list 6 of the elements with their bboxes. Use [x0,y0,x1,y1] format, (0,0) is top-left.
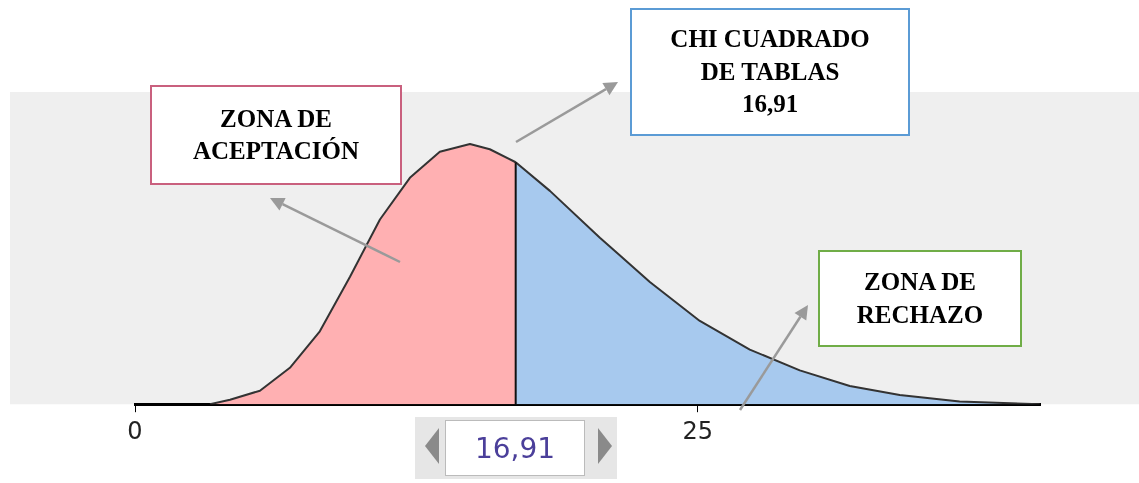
ref-line-label: 16,91 [445,420,585,476]
callout-box: CHI CUADRADO DE TABLAS 16,91 [630,8,910,136]
x-tick-label: 25 [682,416,714,445]
x-tick-label: 0 [127,416,143,445]
callout-box: ZONA DE RECHAZO [818,250,1022,347]
callout-box: ZONA DE ACEPTACIÓN [150,85,402,185]
